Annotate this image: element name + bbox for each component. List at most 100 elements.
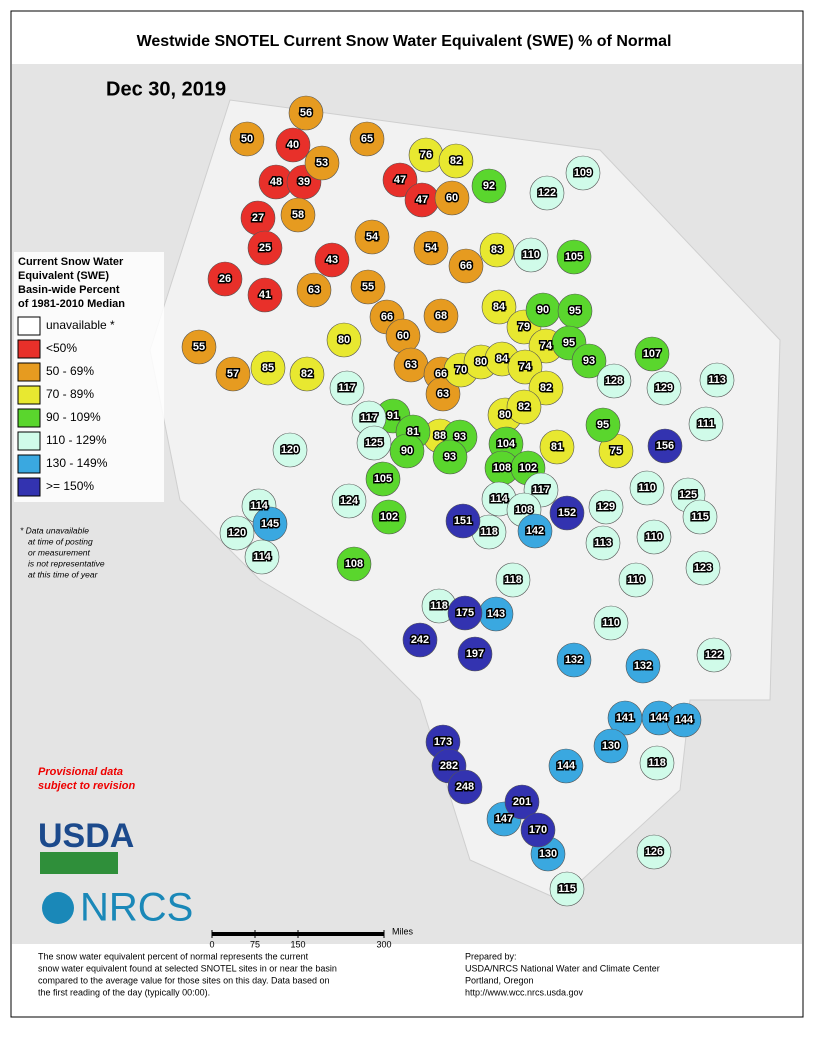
- basin-value: 25: [259, 242, 271, 254]
- basin-value: 132: [565, 654, 583, 666]
- basin: [593, 728, 629, 764]
- prepared-by: USDA/NRCS National Water and Climate Cen…: [465, 963, 660, 973]
- basin-value: 50: [241, 133, 253, 145]
- basin: [304, 145, 340, 181]
- basin-value: 90: [537, 304, 549, 316]
- basin-value: 81: [551, 441, 563, 453]
- basin: [646, 370, 682, 406]
- basin: [517, 513, 553, 549]
- basin: [539, 429, 575, 465]
- basin-value: 93: [454, 431, 466, 443]
- provisional: subject to revision: [38, 780, 135, 792]
- basin: [507, 349, 543, 385]
- basin: [549, 871, 585, 907]
- basin: [529, 175, 565, 211]
- basin: [457, 636, 493, 672]
- basin-value: 141: [616, 712, 634, 724]
- footnote: compared to the average value for those …: [38, 975, 330, 985]
- basin: [382, 162, 418, 198]
- basin: [596, 363, 632, 399]
- basin: [438, 143, 474, 179]
- note: at time of posting: [28, 536, 93, 546]
- legend-swatch: [17, 316, 41, 336]
- basin-value: 132: [634, 660, 652, 672]
- provisional: Provisional data: [38, 766, 123, 778]
- basin: [647, 428, 683, 464]
- nrcs-logo: NRCS: [80, 886, 193, 930]
- legend-swatch: [17, 431, 41, 451]
- basin: [520, 812, 556, 848]
- legend-swatch: [17, 408, 41, 428]
- basin: [250, 350, 286, 386]
- basin: [402, 622, 438, 658]
- basin-value: 63: [405, 359, 417, 371]
- date: Dec 30, 2019: [106, 78, 226, 100]
- basin-value: 120: [281, 444, 299, 456]
- basin-value: 27: [252, 212, 264, 224]
- basin: [371, 499, 407, 535]
- basin-value: 128: [605, 375, 623, 387]
- basin: [356, 425, 392, 461]
- basin-value: 55: [362, 281, 374, 293]
- basin-value: 88: [434, 430, 446, 442]
- basin-value: 115: [558, 883, 576, 895]
- basin-value: 55: [193, 341, 205, 353]
- basin-value: 48: [270, 176, 282, 188]
- basin-value: 84: [493, 301, 506, 313]
- basin-value: 122: [705, 649, 723, 661]
- basin-value: 105: [374, 473, 392, 485]
- nrcs-logo-drop: [42, 892, 74, 924]
- basin-value: 201: [513, 796, 531, 808]
- basin-value: 80: [499, 409, 511, 421]
- basin-value: 108: [493, 462, 511, 474]
- basin-value: 95: [563, 337, 575, 349]
- basin: [588, 489, 624, 525]
- legend-label: 50 - 69%: [46, 364, 94, 378]
- legend-label: 90 - 109%: [46, 410, 101, 424]
- legend-title: Equivalent (SWE): [18, 270, 109, 282]
- basin-value: 109: [574, 167, 592, 179]
- basin-value: 118: [480, 526, 498, 538]
- note: is not representative: [28, 558, 105, 568]
- basin: [556, 642, 592, 678]
- basin-value: 118: [504, 574, 522, 586]
- basin-value: 53: [316, 157, 328, 169]
- basin-value: 114: [250, 500, 269, 512]
- basin: [280, 197, 316, 233]
- legend-label: >= 150%: [46, 479, 94, 493]
- basin: [272, 432, 308, 468]
- basin: [423, 298, 459, 334]
- basin-value: 248: [456, 781, 474, 793]
- basin-value: 39: [298, 176, 310, 188]
- note: * Data unavailable: [20, 525, 89, 535]
- basin: [296, 272, 332, 308]
- legend-title: Current Snow Water: [18, 256, 124, 268]
- basin-value: 68: [435, 310, 447, 322]
- basin-value: 115: [691, 511, 709, 523]
- basin-value: 125: [365, 437, 383, 449]
- legend-swatch: [17, 477, 41, 497]
- basin-value: 197: [466, 648, 484, 660]
- basin-value: 95: [569, 305, 581, 317]
- basin: [229, 121, 265, 157]
- basin: [548, 748, 584, 784]
- basin: [571, 343, 607, 379]
- scale-unit: Miles: [392, 926, 414, 936]
- basin-value: 40: [287, 139, 299, 151]
- basin-value: 63: [437, 388, 449, 400]
- basin: [350, 269, 386, 305]
- basin-value: 242: [411, 634, 429, 646]
- basin-value: 41: [259, 289, 271, 301]
- basin-value: 110: [522, 249, 540, 261]
- legend: Current Snow Water Equivalent (SWE) Basin-…: [14, 252, 164, 502]
- basin-labels: 40 48 39 27 25 26 41 43 47 47 50 56 65 53 58 54 54 63 55 66…: [191, 105, 727, 896]
- basin-value: 26: [219, 273, 231, 285]
- legend-swatch: [17, 454, 41, 474]
- basin: [636, 834, 672, 870]
- basin: [329, 370, 365, 406]
- basin: [244, 539, 280, 575]
- basin: [666, 702, 702, 738]
- scale-tick-label: 300: [376, 939, 391, 949]
- basin: [565, 155, 601, 191]
- legend-label: 130 - 149%: [46, 456, 108, 470]
